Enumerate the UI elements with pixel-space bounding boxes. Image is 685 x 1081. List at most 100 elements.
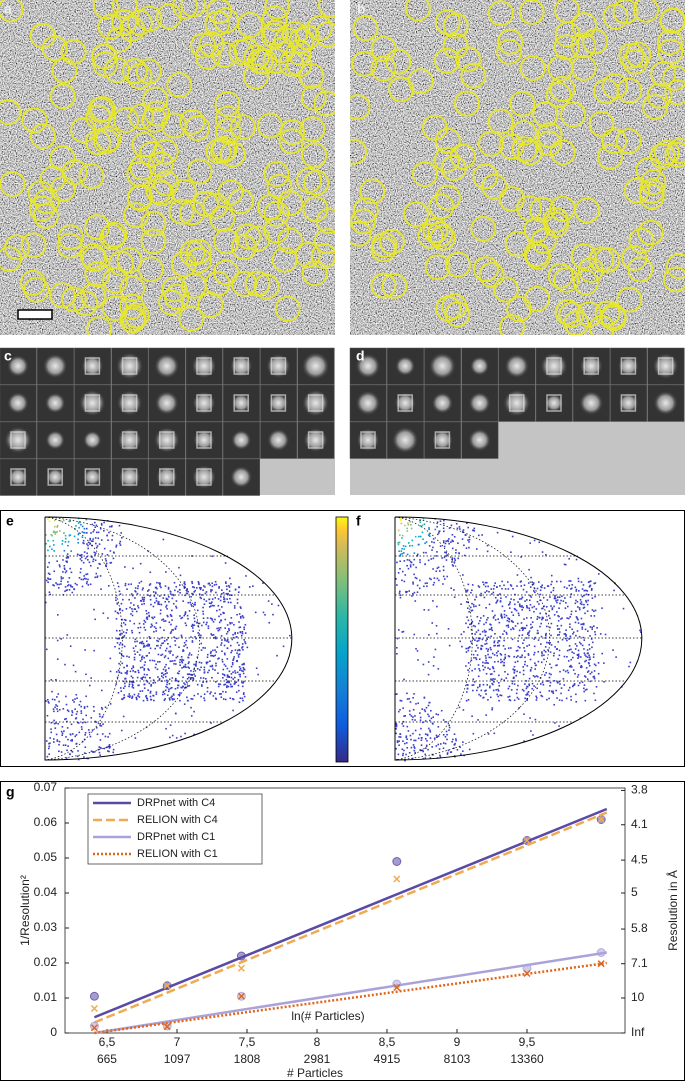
view-dot [198,661,201,664]
view-dot [218,683,220,685]
view-dot [518,598,521,600]
view-dot [210,602,212,605]
view-dot [496,600,498,603]
view-dot [71,586,74,588]
view-dot [413,747,416,749]
view-dot [60,751,63,753]
view-dot [224,698,227,701]
view-dot [100,725,103,727]
view-dot [497,660,499,663]
view-dot [152,679,155,681]
view-dot [463,544,465,547]
view-dot [498,621,501,624]
pick-circle [310,243,335,269]
view-dot [203,693,206,695]
view-dot [121,618,124,621]
view-dot [591,646,593,649]
view-dot [425,551,427,554]
view-dot [460,603,462,605]
view-dot [131,610,134,613]
view-dot [192,586,194,588]
pick-circle [127,185,154,211]
view-dot [220,642,223,644]
view-dot [419,559,421,561]
view-dot [243,663,245,666]
view-dot [64,534,67,537]
view-dot [413,693,415,695]
view-dot [117,691,120,694]
class-feature [270,394,287,412]
view-dot [178,646,180,649]
fit-line [94,951,607,1035]
pick-circle [625,41,652,68]
view-dot [80,712,83,714]
view-dot [517,612,520,615]
view-dot [235,691,238,693]
view-dot [432,584,435,586]
view-dot [571,584,574,586]
view-dot [169,660,172,663]
view-dot [204,586,206,588]
view-dot [162,597,165,599]
view-dot [486,544,489,547]
view-dot [224,665,227,667]
view-dot [510,620,513,623]
view-dot [99,746,102,749]
pick-circle [296,167,322,194]
view-dot [148,614,150,617]
view-dot [577,684,580,687]
view-dot [543,605,545,608]
pick-circle [385,48,412,75]
pick-circle [231,270,258,297]
view-dot [421,708,424,710]
view-dot [218,587,220,589]
view-dot [523,647,525,649]
view-dot [81,740,84,743]
view-dot [257,673,259,676]
view-dot [560,692,562,695]
view-dot [73,535,76,538]
view-dot [490,635,493,638]
view-dot [219,599,222,602]
view-dot [526,665,529,667]
view-dot [550,605,552,607]
view-dot [214,669,216,671]
view-dot [158,582,160,584]
view-dot [490,626,493,629]
view-dot [438,532,440,534]
view-dot [128,681,131,683]
view-dot [68,520,70,523]
view-dot [528,599,531,602]
pick-circle [470,215,497,242]
view-dot [557,615,559,617]
view-dot [199,596,202,599]
view-dot [239,667,242,670]
pick-circle [504,230,531,257]
view-dot [395,747,397,750]
view-dot [68,577,71,579]
view-dot [422,663,425,666]
view-dot [126,588,128,590]
view-dot [498,640,501,642]
view-dot [477,629,480,632]
view-dot [214,654,217,657]
view-dot [186,588,188,591]
pick-circle [301,260,328,287]
view-dot [455,739,457,742]
view-dot [401,570,404,573]
view-dot [202,589,204,592]
view-dot [210,722,212,724]
view-dot [108,750,110,753]
view-dot [194,601,196,604]
view-dot [560,687,563,689]
view-dot [45,601,47,604]
view-dot [130,680,133,683]
view-dot [181,616,184,619]
view-dot [134,671,137,673]
view-dot [203,603,206,605]
view-dot [412,581,414,584]
y-tick-label: 0 [50,1025,57,1039]
view-dot [531,581,533,583]
view-dot [465,699,468,702]
view-dot [47,549,49,552]
